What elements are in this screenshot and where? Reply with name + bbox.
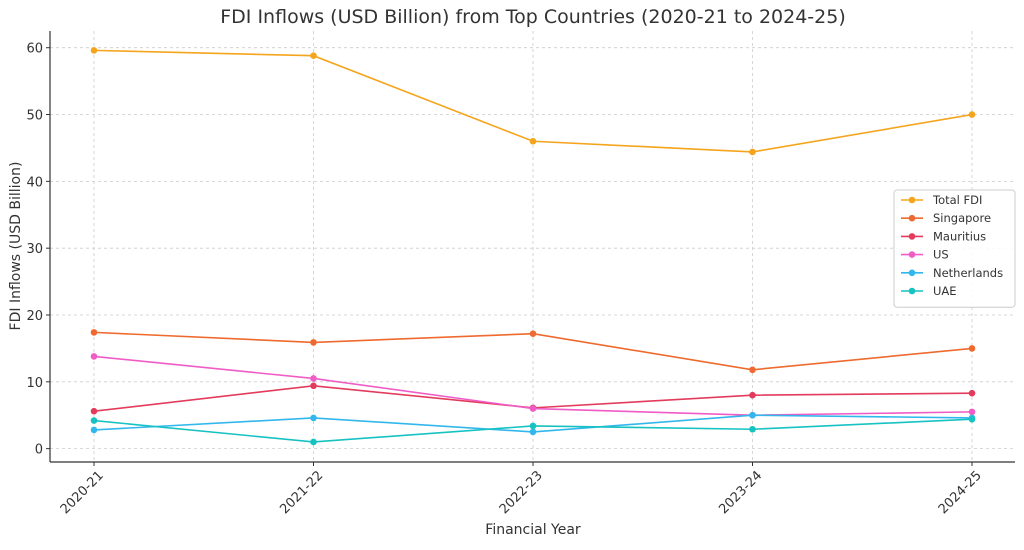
data-point [90,47,98,54]
data-point [749,366,756,374]
data-point [529,405,537,412]
data-point [968,415,976,423]
legend-item: Total FDI [901,193,982,207]
data-point [529,422,537,430]
x-axis-label: Financial Year [485,522,581,538]
legend-marker [908,287,916,295]
series-line [93,49,973,153]
chart-title: FDI Inflows (USD Billion) from Top Count… [220,6,846,28]
y-tick-labels: 0 10 20 30 40 50 60 [26,42,43,458]
legend-label: US [933,248,949,262]
legend-marker [908,214,916,222]
data-point [968,389,976,397]
x-tick-label: 2020-21 [58,468,107,517]
legend-marker [908,251,916,258]
data-point [749,148,756,156]
data-point [310,382,317,390]
data-point [90,417,98,424]
legend-item: Mauritius [901,229,986,243]
y-axis-label: FDI Inflows (USD Billion) [8,162,24,331]
data-point [529,428,537,436]
series-total-fdi [90,47,976,156]
series-layer [90,47,976,446]
data-point [968,111,976,118]
y-tick-label: 10 [26,376,43,391]
data-point [90,407,98,415]
legend: Total FDI Singapore Mauritius US Netherlands… [893,189,1016,308]
legend-item: Singapore [901,211,991,225]
x-tick-label: 2023-24 [716,468,765,517]
y-tick-label: 30 [26,242,43,257]
legend-marker [908,196,916,204]
legend-marker [908,233,916,240]
y-tick-label: 0 [35,443,43,458]
x-tick-label: 2024-25 [936,468,985,517]
data-point [310,339,317,346]
legend-label: Total FDI [932,193,982,207]
data-point [529,137,537,145]
data-point [90,353,98,360]
legend-label: UAE [933,284,957,298]
legend-label: Netherlands [933,266,1003,280]
legend-label: Singapore [933,211,991,225]
grid [50,31,1015,462]
series-singapore [90,329,976,374]
data-point [968,345,976,352]
data-point [90,426,98,434]
y-tick-label: 50 [26,109,43,124]
data-point [310,438,317,446]
data-point [529,330,537,338]
series-uae [90,415,976,446]
x-tick-label: 2021-22 [277,468,326,517]
legend-label: Mauritius [933,229,986,243]
legend-item: UAE [901,284,957,298]
axes [46,31,1015,466]
data-point [749,411,756,419]
data-point [310,52,317,60]
data-point [968,408,976,416]
y-tick-label: 20 [26,309,43,324]
data-point [90,329,98,336]
data-point [310,375,317,382]
x-tick-labels: 2020-21 2021-22 2022-23 2023-24 2024-25 [58,468,985,517]
x-tick-label: 2022-23 [497,468,546,517]
data-point [310,414,317,422]
legend-item: Netherlands [901,266,1003,280]
data-point [749,425,756,433]
y-tick-label: 60 [26,42,43,57]
legend-box [893,189,1016,308]
data-point [749,391,756,399]
legend-item: US [901,248,949,262]
legend-marker [908,269,916,277]
y-tick-label: 40 [26,175,43,190]
